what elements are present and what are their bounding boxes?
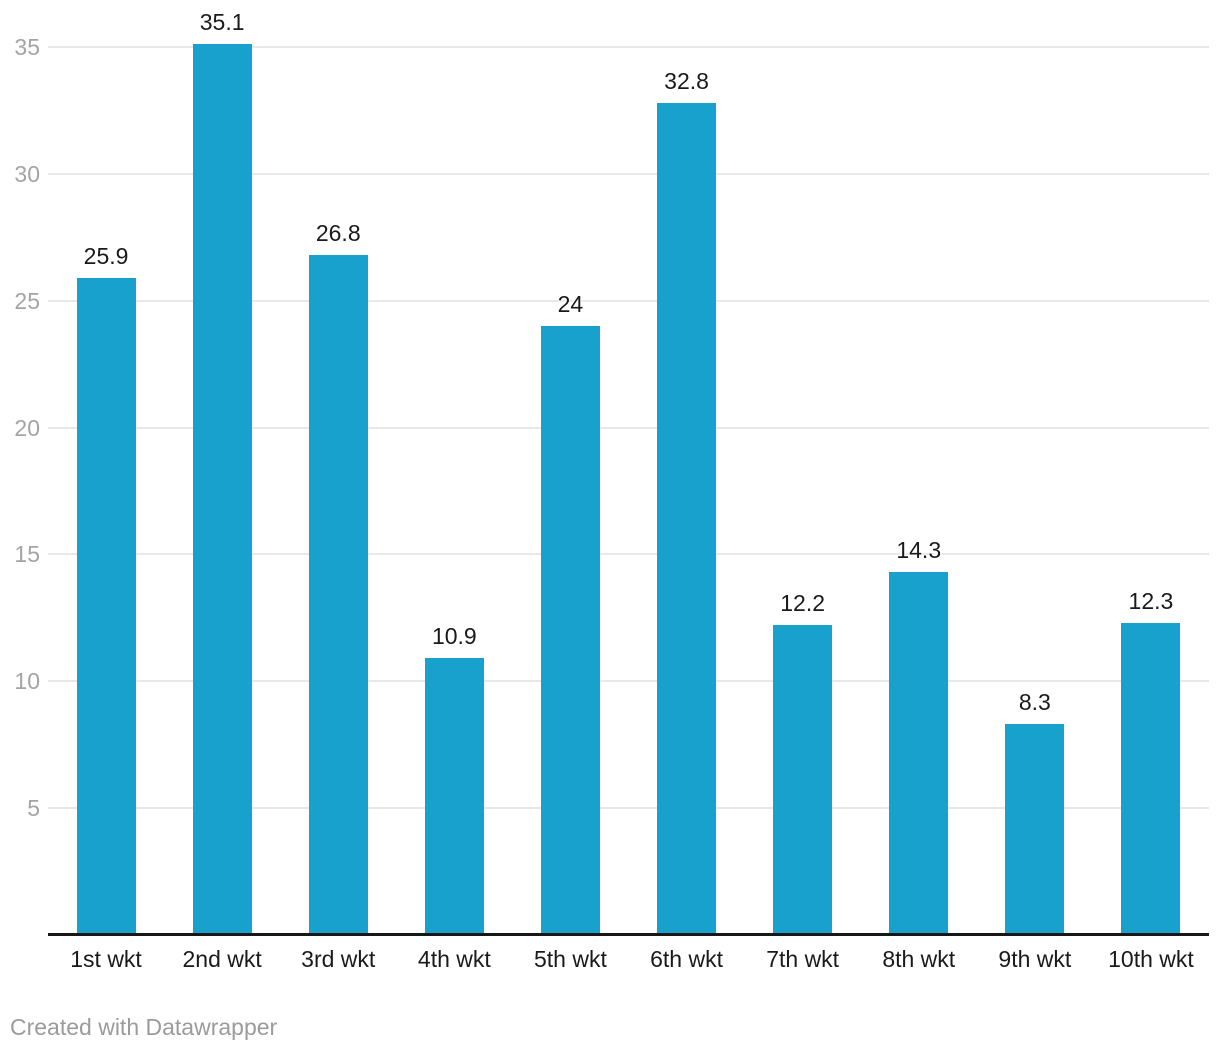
category-label: 9th wkt [998,946,1072,972]
y-tick-label: 10 [14,668,40,695]
gridline [48,172,1209,175]
bar [889,572,949,935]
y-tick-label: 5 [27,795,40,822]
gridline [48,299,1209,302]
gridline [48,553,1209,556]
bar [424,658,484,935]
category-label: 1st wkt [70,946,142,972]
value-label: 32.8 [664,67,709,94]
y-tick-label: 20 [14,414,40,441]
value-label: 12.3 [1128,587,1174,614]
bar [773,625,833,935]
attribution: Created with Datawrapper [10,1013,277,1041]
value-label: 26.8 [315,220,361,247]
value-label: 8.3 [1018,689,1051,716]
category-label: 7th wkt [766,946,840,972]
gridline [48,426,1209,429]
bar [76,277,136,935]
value-label: 35.1 [199,9,245,36]
bar [1005,724,1065,935]
category-label: 2nd wkt [182,946,262,972]
category-label: 4th wkt [417,946,491,972]
value-label: 10.9 [431,623,477,650]
category-label: 10th wkt [1108,946,1194,972]
y-tick-label: 30 [14,160,40,187]
gridline [48,807,1209,810]
bar [1121,622,1181,935]
value-label: 12.2 [780,590,826,617]
y-tick-label: 25 [14,287,40,314]
value-label: 25.9 [83,242,129,269]
value-label: 14.3 [896,537,942,564]
gridline [48,46,1209,48]
x-axis-line [48,933,1209,936]
bar [657,102,717,935]
y-tick-label: 35 [14,34,40,60]
y-tick-label: 15 [14,541,40,568]
gridline [48,680,1209,683]
bar [308,255,368,935]
value-label: 24 [557,291,584,318]
bar [192,44,252,935]
bar [540,326,600,935]
category-label: 5th wkt [534,946,607,972]
category-label: 3rd wkt [301,946,376,972]
category-label: 8th wkt [882,946,956,972]
credit-text: Created with Datawrapper [10,1014,278,1040]
category-label: 6th wkt [650,946,723,972]
